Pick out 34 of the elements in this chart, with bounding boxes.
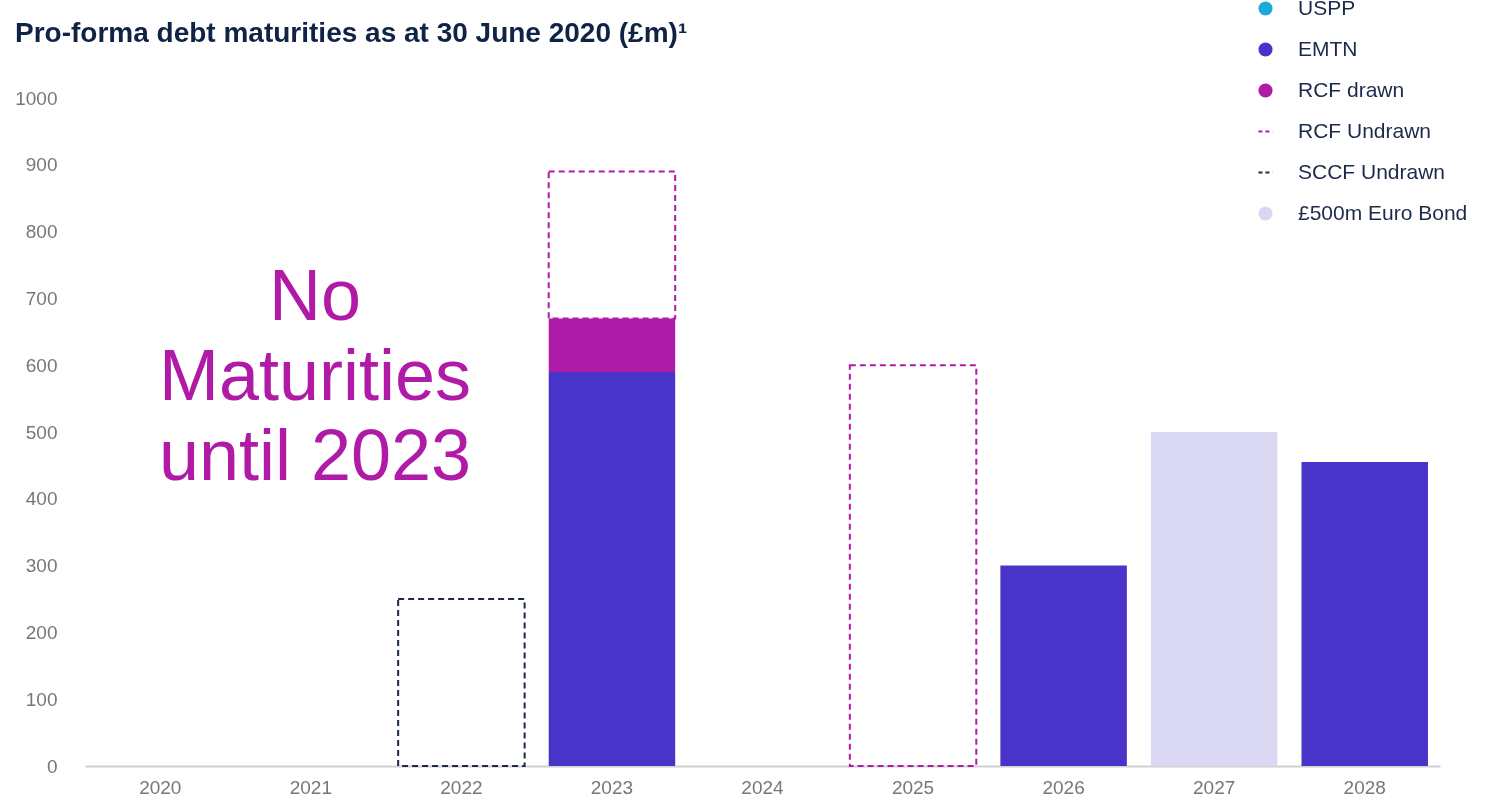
x-tick-label: 2028 <box>1343 776 1386 798</box>
y-tick-label: 800 <box>25 221 58 243</box>
bar <box>1150 432 1278 766</box>
x-tick-label: 2025 <box>891 776 935 798</box>
y-tick-label: 500 <box>25 421 58 443</box>
y-tick-label: 1000 <box>15 87 58 109</box>
x-tick-label: 2022 <box>440 776 483 798</box>
legend-label: RCF drawn <box>1298 77 1405 101</box>
x-tick-label: 2021 <box>289 776 332 798</box>
y-tick-label: 200 <box>25 621 58 643</box>
y-tick-label: 100 <box>25 688 58 710</box>
bar <box>548 371 676 766</box>
legend-label: SCCF Undrawn <box>1298 159 1446 183</box>
legend-label: USPP <box>1298 0 1356 19</box>
y-tick-label: 0 <box>46 755 58 777</box>
y-tick-label: 600 <box>25 354 58 376</box>
x-tick-label: 2024 <box>741 776 785 798</box>
y-tick-label: 300 <box>25 555 58 577</box>
x-tick-label: 2027 <box>1193 776 1236 798</box>
legend-label: £500m Euro Bond <box>1298 200 1468 224</box>
bar <box>397 598 526 767</box>
annotation: No Maturities until 2023 <box>158 255 472 495</box>
bar <box>1301 462 1428 766</box>
x-tick-label: 2026 <box>1042 776 1085 798</box>
y-tick-label: 900 <box>25 154 58 176</box>
bar <box>848 364 978 767</box>
y-tick-label: 700 <box>25 287 58 309</box>
x-tick-label: 2020 <box>139 776 182 798</box>
y-tick-label: 400 <box>25 488 58 510</box>
legend-label: EMTN <box>1298 36 1358 60</box>
bar <box>1000 565 1127 766</box>
legend-label: RCF Undrawn <box>1298 118 1432 142</box>
x-tick-label: 2023 <box>590 776 634 798</box>
chart-title: Pro-forma debt maturities as at 30 June 2020 (£m)¹ <box>15 17 688 48</box>
